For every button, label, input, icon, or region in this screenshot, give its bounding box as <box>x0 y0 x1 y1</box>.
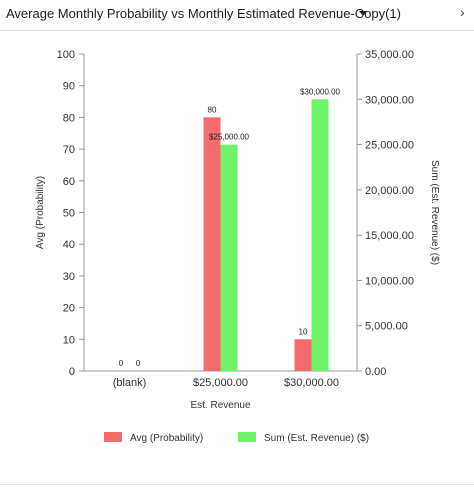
data-label-sum-revenue: $25,000.00 <box>209 133 250 142</box>
legend-label: Sum (Est. Revenue) ($) <box>264 433 369 444</box>
x-tick-label: (blank) <box>113 377 147 389</box>
legend-swatch <box>238 432 256 442</box>
chart-header: Average Monthly Probability vs Monthly E… <box>0 0 474 26</box>
y-tick-label: 50 <box>63 208 75 220</box>
legend-label: Avg (Probability) <box>130 433 203 444</box>
y-tick-label: 20 <box>63 303 75 315</box>
axes: 01020304050607080901000.005,000.0010,000… <box>35 49 440 411</box>
bar-sum-revenue <box>220 144 238 371</box>
bar-avg-probability <box>203 117 221 372</box>
data-label-avg-probability: 80 <box>208 105 217 114</box>
y2-tick-label: 15,000.00 <box>365 230 414 242</box>
y-tick-label: 10 <box>63 334 75 346</box>
chart-title: Average Monthly Probability vs Monthly E… <box>6 6 401 21</box>
y-axis-title: Avg (Probability) <box>35 176 46 249</box>
y2-tick-label: 0.00 <box>365 366 386 378</box>
x-tick-label: $30,000.00 <box>284 377 339 389</box>
y-tick-label: 60 <box>63 176 75 188</box>
data-label-avg-probability: 10 <box>299 327 308 336</box>
y2-tick-label: 10,000.00 <box>365 275 414 287</box>
y-tick-label: 70 <box>63 144 75 156</box>
legend: Avg (Probability) Sum (Est. Revenue) ($) <box>104 432 369 444</box>
y2-tick-label: 30,000.00 <box>365 94 414 106</box>
y2-tick-label: 35,000.00 <box>365 49 414 61</box>
legend-swatch <box>104 432 122 442</box>
x-tick-label: $25,000.00 <box>193 377 248 389</box>
bar-avg-probability <box>294 339 312 371</box>
data-label-avg-probability: 0 <box>119 359 124 368</box>
footer-divider <box>0 484 474 485</box>
y2-axis-title: Sum (Est. Revenue) ($) <box>429 160 440 265</box>
y-tick-label: 80 <box>63 112 75 124</box>
bar-sum-revenue <box>311 99 329 372</box>
y-tick-label: 40 <box>63 239 75 251</box>
y-tick-label: 100 <box>57 49 75 61</box>
y2-tick-label: 25,000.00 <box>365 140 414 152</box>
y-tick-label: 30 <box>63 271 75 283</box>
y2-tick-label: 20,000.00 <box>365 185 414 197</box>
x-axis-title: Est. Revenue <box>190 400 250 411</box>
bars <box>203 99 329 372</box>
y2-tick-label: 5,000.00 <box>365 321 408 333</box>
data-labels: 0 0 80 $25,000.00 10 $30,000.00 <box>119 87 341 368</box>
y-tick-label: 90 <box>63 81 75 93</box>
data-label-sum-revenue: $30,000.00 <box>300 87 341 96</box>
header-divider <box>0 30 474 31</box>
chevron-right-icon[interactable]: › <box>460 4 465 20</box>
y-tick-label: 0 <box>69 366 75 378</box>
data-label-sum-revenue: 0 <box>136 359 141 368</box>
caret-down-icon[interactable] <box>357 9 369 19</box>
